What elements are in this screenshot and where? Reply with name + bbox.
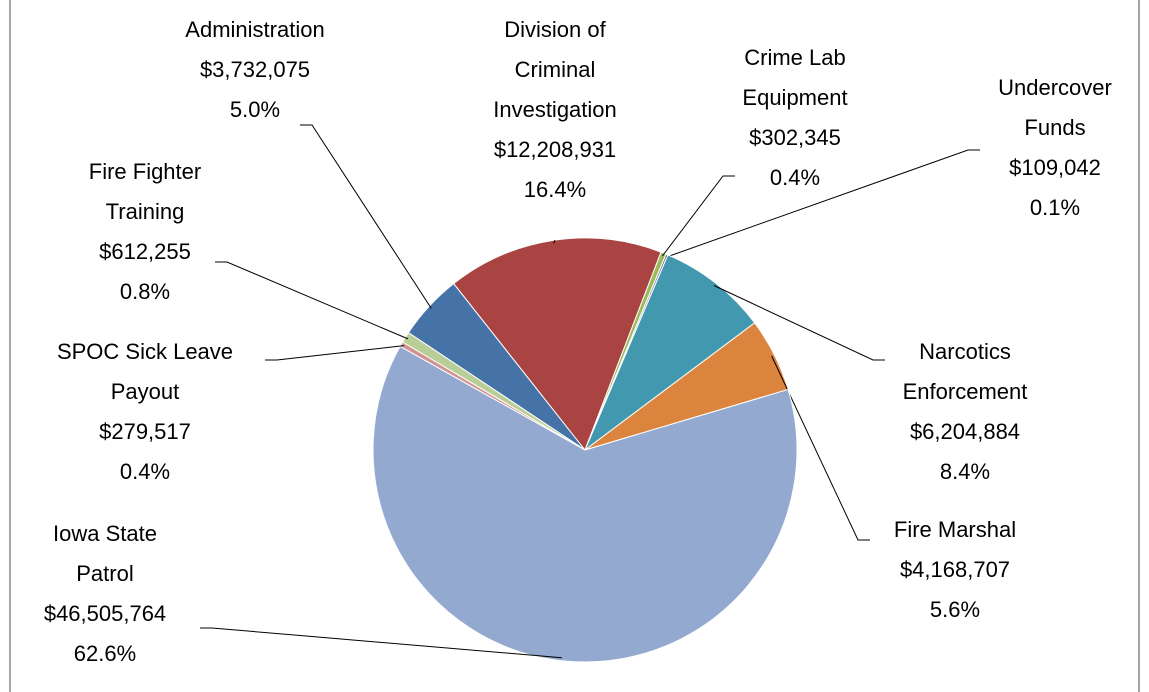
slice-name: SPOC Sick Leave Payout	[56, 339, 234, 404]
leader-line	[215, 261, 409, 340]
slice-percent: 5.0%	[229, 97, 281, 122]
leader-line	[553, 239, 556, 244]
slice-value: $4,168,707	[899, 557, 1011, 582]
leader-line	[662, 175, 735, 257]
slice-value: $46,505,764	[43, 601, 167, 626]
slice-name: Fire Marshal	[893, 517, 1017, 542]
slice-name: Iowa State Patrol	[53, 521, 157, 586]
slice-percent: 16.4%	[523, 177, 587, 202]
slice-percent: 0.1%	[1029, 195, 1081, 220]
slice-name: Undercover Funds	[998, 75, 1112, 140]
slice-label: Narcotics Enforcement $6,204,884 8.4%	[878, 332, 1053, 492]
leader-line	[665, 149, 980, 258]
slice-value: $12,208,931	[493, 137, 617, 162]
slice-name: Crime Lab Equipment	[742, 45, 848, 110]
slice-value: $109,042	[1009, 155, 1101, 180]
slice-name: Division of Criminal Investigation	[493, 17, 617, 122]
slice-name: Administration	[185, 17, 325, 42]
leader-line	[200, 627, 562, 659]
slice-label: Crime Lab Equipment $302,345 0.4%	[728, 38, 863, 198]
slice-name: Fire Fighter Training	[88, 159, 202, 224]
slice-label: Undercover Funds $109,042 0.1%	[990, 68, 1120, 228]
slice-value: $6,204,884	[909, 419, 1021, 444]
slice-percent: 62.6%	[73, 641, 137, 666]
chart-border	[9, 0, 1140, 692]
slice-label: Division of Criminal Investigation $12,20…	[473, 10, 638, 210]
slice-value: $612,255	[99, 239, 191, 264]
pie-slice	[452, 237, 662, 451]
leader-line	[265, 345, 404, 361]
slice-value: $279,517	[99, 419, 191, 444]
slice-value: $3,732,075	[199, 57, 311, 82]
leader-line	[713, 285, 885, 361]
leader-line	[771, 355, 870, 541]
pie-slice	[583, 254, 756, 452]
slice-percent: 8.4%	[939, 459, 991, 484]
slice-label: SPOC Sick Leave Payout $279,517 0.4%	[40, 332, 250, 492]
slice-label: Iowa State Patrol $46,505,764 62.6%	[33, 514, 178, 674]
slice-label: Administration $3,732,075 5.0%	[150, 10, 360, 130]
leader-line	[300, 124, 432, 309]
slice-percent: 0.4%	[119, 459, 171, 484]
slice-percent: 5.6%	[929, 597, 981, 622]
pie-slice	[372, 345, 798, 663]
slice-percent: 0.4%	[769, 165, 821, 190]
slice-label: Fire Marshal $4,168,707 5.6%	[868, 510, 1043, 630]
slice-label: Fire Fighter Training $612,255 0.8%	[58, 152, 233, 312]
slice-value: $302,345	[749, 125, 841, 150]
slice-percent: 0.8%	[119, 279, 171, 304]
slice-name: Narcotics Enforcement	[902, 339, 1028, 404]
